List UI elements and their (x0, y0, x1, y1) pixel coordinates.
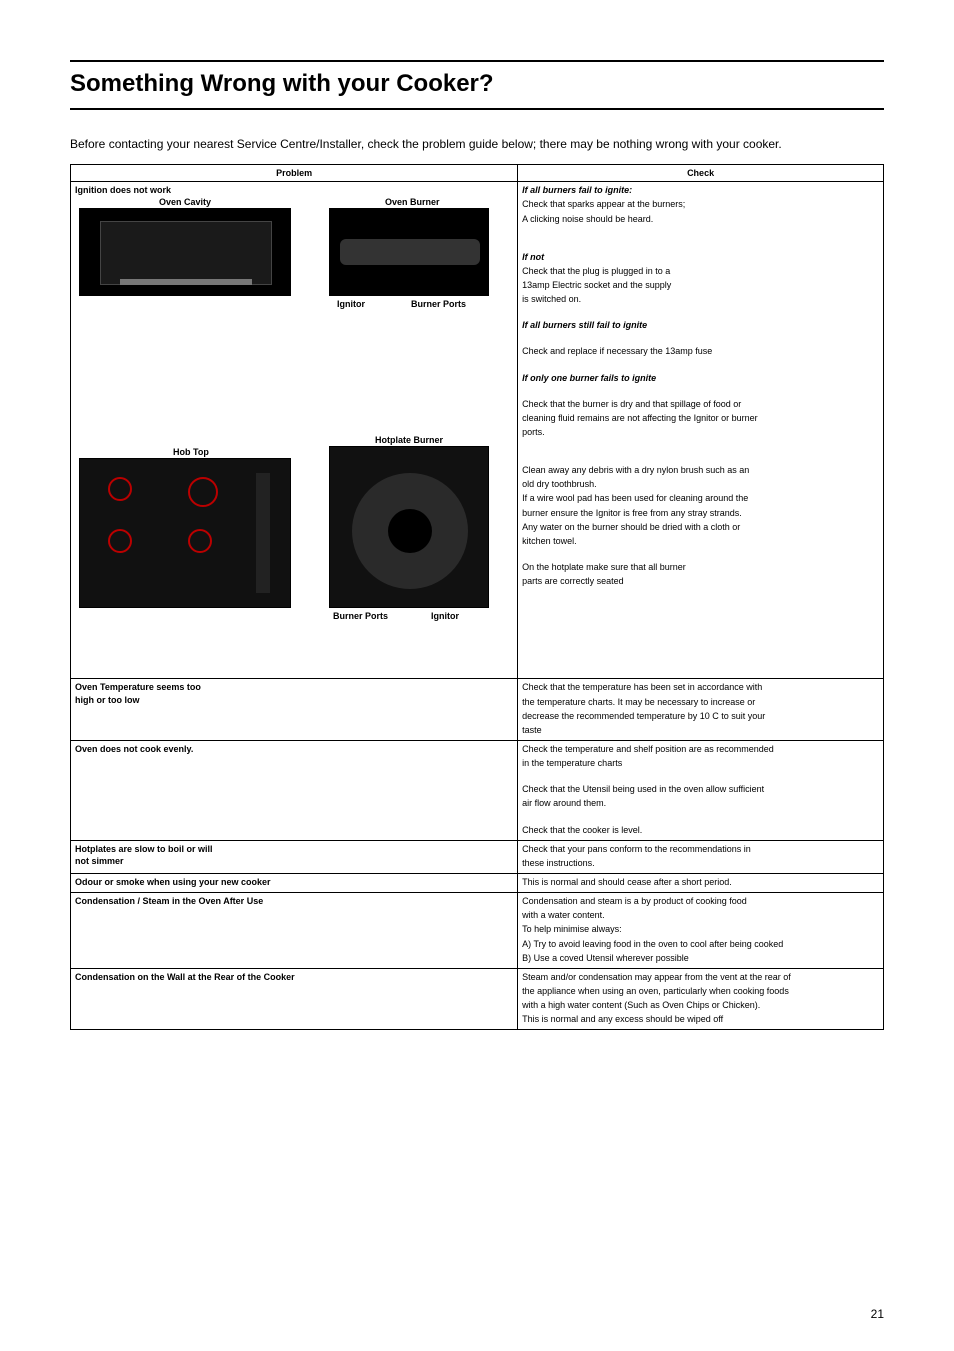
check-text: Check that the temperature has been set … (522, 681, 879, 693)
check-text: ports. (522, 426, 879, 438)
cell-check: Check that the temperature has been set … (518, 679, 884, 741)
check-text: A) Try to avoid leaving food in the oven… (522, 938, 879, 950)
check-text: Check that the Utensil being used in the… (522, 783, 879, 795)
cell-check-ignition: If all burners fail to ignite: Check tha… (518, 182, 884, 679)
check-text: in the temperature charts (522, 757, 879, 769)
cell-problem: Condensation / Steam in the Oven After U… (71, 893, 518, 969)
cell-problem: Condensation on the Wall at the Rear of … (71, 968, 518, 1030)
label-ignitor-1: Ignitor (337, 298, 365, 310)
image-oven-burner (329, 208, 489, 296)
header-problem: Problem (71, 165, 518, 182)
check-heading: If not (522, 251, 879, 263)
problem-text: high or too low (75, 694, 513, 706)
table-row: Hotplates are slow to boil or will not s… (71, 840, 884, 873)
cell-check: Check that your pans conform to the reco… (518, 840, 884, 873)
check-text: If a wire wool pad has been used for cle… (522, 492, 879, 504)
image-oven-cavity (79, 208, 291, 296)
check-text: Check that the burner is dry and that sp… (522, 398, 879, 410)
check-text: To help minimise always: (522, 923, 879, 935)
check-text: with a high water content (Such as Oven … (522, 999, 879, 1011)
cell-problem-ignition: Ignition does not work Oven Cavity Oven … (71, 182, 518, 679)
check-text: 13amp Electric socket and the supply (522, 279, 879, 291)
check-text: parts are correctly seated (522, 575, 879, 587)
page-number: 21 (871, 1307, 884, 1321)
check-text: air flow around them. (522, 797, 879, 809)
check-text: Any water on the burner should be dried … (522, 521, 879, 533)
problem-text: Condensation on the Wall at the Rear of … (75, 971, 513, 983)
table-row: Condensation / Steam in the Oven After U… (71, 893, 884, 969)
check-heading: If all burners fail to ignite: (522, 184, 879, 196)
check-text: cleaning fluid remains are not affecting… (522, 412, 879, 424)
ignition-heading: Ignition does not work (75, 184, 513, 196)
check-text: the appliance when using an oven, partic… (522, 985, 879, 997)
table-row: Odour or smoke when using your new cooke… (71, 874, 884, 893)
check-text: decrease the recommended temperature by … (522, 710, 879, 722)
check-text: Check that the plug is plugged in to a (522, 265, 879, 277)
table-row: Oven Temperature seems too high or too l… (71, 679, 884, 741)
label-oven-cavity: Oven Cavity (159, 196, 211, 208)
label-hob-top: Hob Top (173, 446, 209, 458)
check-text: is switched on. (522, 293, 879, 305)
label-burner-ports-1: Burner Ports (411, 298, 466, 310)
table-header-row: Problem Check (71, 165, 884, 182)
label-burner-ports-2: Burner Ports (333, 610, 388, 622)
check-text: Clean away any debris with a dry nylon b… (522, 464, 879, 476)
label-hotplate-burner: Hotplate Burner (375, 434, 443, 446)
check-text: the temperature charts. It may be necess… (522, 696, 879, 708)
cell-problem: Odour or smoke when using your new cooke… (71, 874, 518, 893)
check-text: On the hotplate make sure that all burne… (522, 561, 879, 573)
check-text: Check that your pans conform to the reco… (522, 843, 879, 855)
check-text: This is normal and should cease after a … (522, 876, 879, 888)
problem-text: Oven does not cook evenly. (75, 743, 513, 755)
check-text: taste (522, 724, 879, 736)
label-oven-burner: Oven Burner (385, 196, 440, 208)
cell-check: This is normal and should cease after a … (518, 874, 884, 893)
problem-text: Hotplates are slow to boil or will (75, 843, 513, 855)
problem-text: Condensation / Steam in the Oven After U… (75, 895, 513, 907)
cell-check: Check the temperature and shelf position… (518, 741, 884, 841)
check-text: Steam and/or condensation may appear fro… (522, 971, 879, 983)
table-row: Ignition does not work Oven Cavity Oven … (71, 182, 884, 679)
check-text: Condensation and steam is a by product o… (522, 895, 879, 907)
check-text: with a water content. (522, 909, 879, 921)
table-row: Condensation on the Wall at the Rear of … (71, 968, 884, 1030)
cell-problem: Oven does not cook evenly. (71, 741, 518, 841)
label-ignitor-2: Ignitor (431, 610, 459, 622)
check-heading: If all burners still fail to ignite (522, 319, 879, 331)
image-hob-top (79, 458, 291, 608)
problem-table: Problem Check Ignition does not work Ove… (70, 164, 884, 1030)
problem-text: Oven Temperature seems too (75, 681, 513, 693)
problem-text: Odour or smoke when using your new cooke… (75, 876, 513, 888)
image-hotplate-burner (329, 446, 489, 608)
check-text: Check and replace if necessary the 13amp… (522, 345, 879, 357)
problem-text: not simmer (75, 855, 513, 867)
ignition-images-area: Oven Cavity Oven Burner Ignitor Burner P… (75, 196, 513, 676)
intro-paragraph: Before contacting your nearest Service C… (70, 110, 884, 164)
check-text: Check that the cooker is level. (522, 824, 879, 836)
check-heading: If only one burner fails to ignite (522, 372, 879, 384)
table-row: Oven does not cook evenly. Check the tem… (71, 741, 884, 841)
header-check: Check (518, 165, 884, 182)
check-text: old dry toothbrush. (522, 478, 879, 490)
check-text: Check the temperature and shelf position… (522, 743, 879, 755)
check-text: A clicking noise should be heard. (522, 213, 879, 225)
cell-problem: Oven Temperature seems too high or too l… (71, 679, 518, 741)
check-text: This is normal and any excess should be … (522, 1013, 879, 1025)
check-text: B) Use a coved Utensil wherever possible (522, 952, 879, 964)
check-text: these instructions. (522, 857, 879, 869)
check-text: burner ensure the Ignitor is free from a… (522, 507, 879, 519)
check-text: Check that sparks appear at the burners; (522, 198, 879, 210)
page-title: Something Wrong with your Cooker? (70, 62, 884, 108)
cell-check: Condensation and steam is a by product o… (518, 893, 884, 969)
check-text: kitchen towel. (522, 535, 879, 547)
cell-check: Steam and/or condensation may appear fro… (518, 968, 884, 1030)
cell-problem: Hotplates are slow to boil or will not s… (71, 840, 518, 873)
